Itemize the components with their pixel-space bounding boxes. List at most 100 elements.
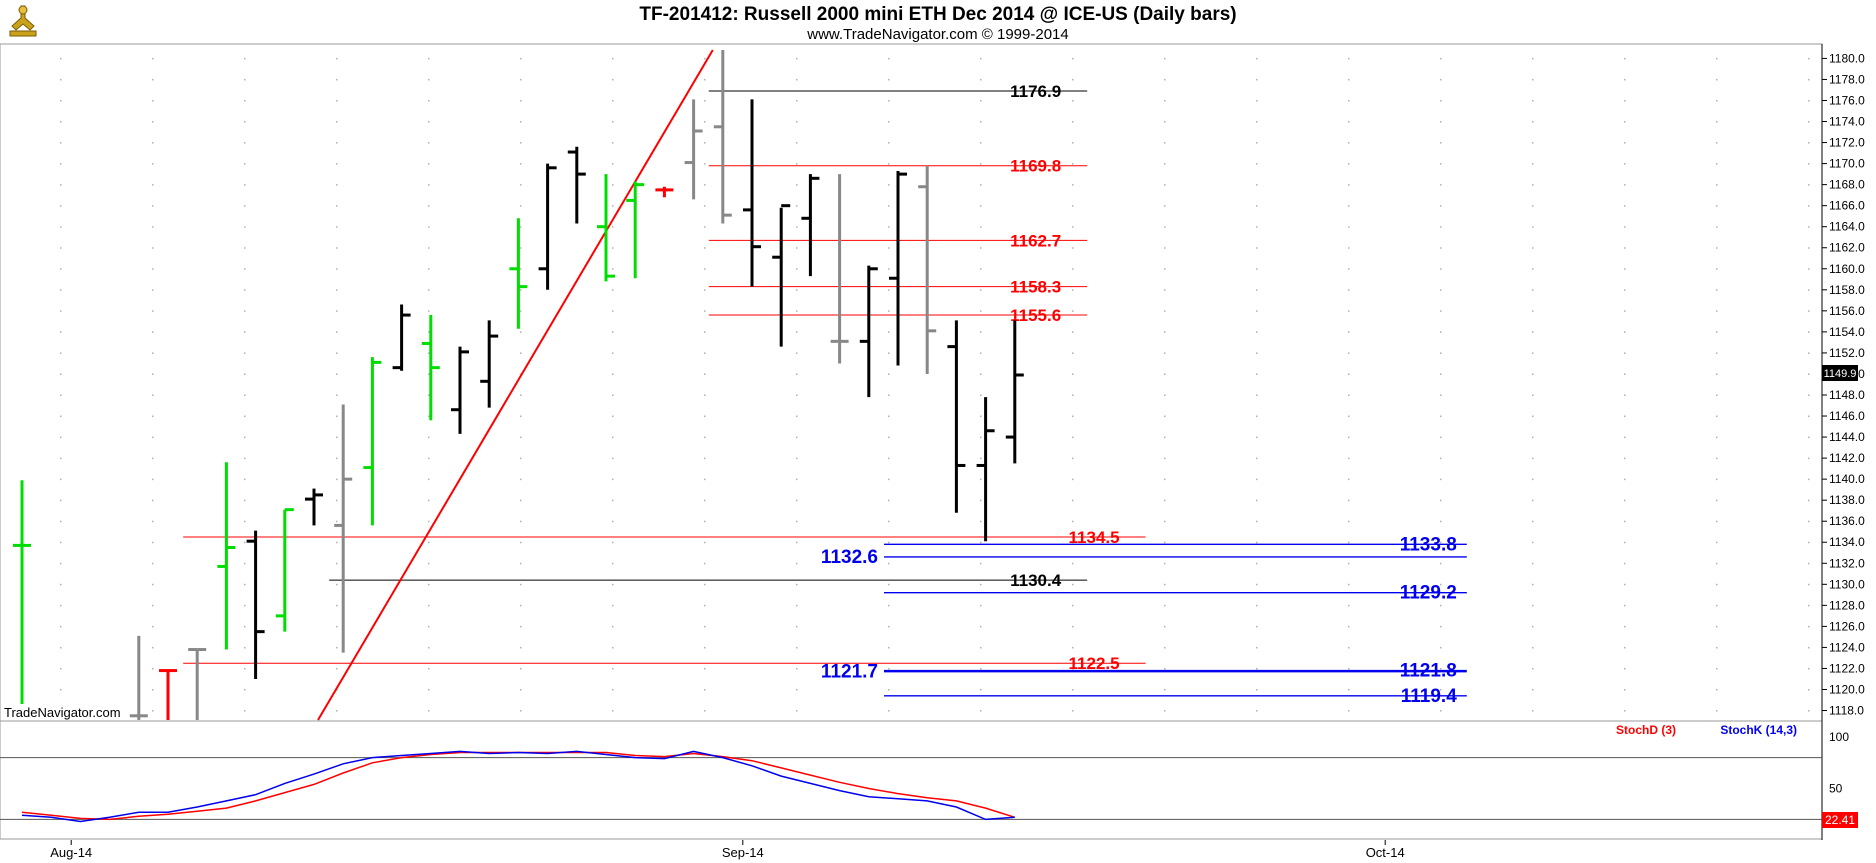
level-label: 1176.9 (1010, 82, 1061, 101)
price-tick-label: 1176.0 (1829, 93, 1865, 107)
grid-dot (1348, 99, 1350, 102)
grid-dot (1716, 205, 1718, 207)
grid-dot (612, 163, 614, 165)
grid-dot (1440, 541, 1442, 544)
grid-dot (1348, 373, 1350, 375)
grid-dot (796, 184, 798, 186)
grid-dot (336, 499, 338, 502)
grid-dot (1440, 646, 1442, 649)
grid-dot (1164, 688, 1166, 691)
level-label: 1158.3 (1010, 278, 1061, 297)
grid-dot (336, 646, 338, 649)
grid-dot (428, 78, 430, 81)
grid-dot (336, 394, 338, 396)
grid-dot (428, 499, 430, 502)
grid-dot (1072, 205, 1074, 207)
grid-dot (1808, 331, 1810, 333)
grid-dot (980, 57, 982, 60)
grid-dot (980, 562, 982, 565)
grid-dot (1072, 373, 1074, 375)
grid-dot (1532, 520, 1534, 523)
grid-dot (1716, 310, 1718, 312)
price-tick-label: 1170.0 (1829, 157, 1865, 171)
grid-dot (152, 436, 154, 439)
price-bars (13, 50, 1024, 720)
grid-dot (1624, 499, 1626, 502)
grid-dot (612, 394, 614, 396)
grid-dot (152, 121, 154, 123)
grid-dot (1164, 583, 1166, 586)
grid-dot (1624, 184, 1626, 186)
grid-dot (244, 499, 246, 502)
grid-dot (1532, 457, 1534, 460)
grid-dot (1808, 226, 1810, 228)
grid-dot (1624, 121, 1626, 123)
grid-dot (1532, 478, 1534, 481)
grid-dot (428, 184, 430, 186)
grid-dot (980, 205, 982, 207)
grid-dot (980, 457, 982, 460)
grid-dot (980, 625, 982, 628)
grid-dot (704, 478, 706, 481)
grid-dot (520, 163, 522, 165)
grid-dot (980, 394, 982, 396)
level-label: 1162.7 (1010, 231, 1061, 250)
grid-dot (1532, 99, 1534, 102)
date-axis: Aug-14 Sep-14 Oct-14 (50, 840, 1405, 860)
grid-dot (704, 184, 706, 186)
price-tick-label: 1126.0 (1829, 619, 1865, 633)
price-tick-label: 1174.0 (1829, 115, 1865, 129)
grid-dot (152, 78, 154, 81)
grid-dot (244, 247, 246, 249)
grid-dot (428, 331, 430, 333)
grid-dot (704, 247, 706, 249)
grid-dot (428, 583, 430, 586)
grid-dot (520, 310, 522, 312)
grid-dot (1624, 289, 1626, 291)
grid-dot (520, 436, 522, 439)
grid-dot (1440, 163, 1442, 165)
price-bar (976, 397, 995, 542)
grid-dot (704, 562, 706, 565)
grid-dot (1164, 373, 1166, 375)
grid-dot (520, 688, 522, 691)
grid-dot (1348, 562, 1350, 565)
grid-dot (796, 520, 798, 523)
grid-dot (1808, 247, 1810, 249)
price-bar (859, 265, 878, 398)
grid-dot (520, 499, 522, 502)
grid-dot (796, 646, 798, 649)
level-label: 1133.8 (1400, 534, 1457, 555)
grid-dot (60, 289, 62, 291)
grid-dot (796, 78, 798, 81)
grid-dot (704, 373, 706, 375)
level-label: 1122.5 (1069, 654, 1120, 673)
grid-dot (60, 142, 62, 144)
grid-dot (704, 499, 706, 502)
grid-dot (1440, 394, 1442, 396)
grid-dot (60, 310, 62, 312)
grid-dot (704, 394, 706, 396)
grid-dot (336, 478, 338, 481)
grid-dot (1716, 78, 1718, 81)
grid-dot (1164, 478, 1166, 481)
grid-dot (520, 57, 522, 60)
grid-dot (980, 226, 982, 228)
grid-dot (888, 604, 890, 607)
grid-dot (1256, 57, 1258, 60)
grid-dot (1716, 99, 1718, 102)
grid-dot (1440, 499, 1442, 502)
grid-dot (1348, 583, 1350, 586)
grid-dot (1348, 667, 1350, 670)
grid-dot (796, 226, 798, 228)
grid-dot (60, 667, 62, 670)
grid-dot (152, 583, 154, 586)
grid-dot (152, 373, 154, 375)
grid-dot (1164, 78, 1166, 81)
grid-dot (1532, 415, 1534, 418)
grid-dot (1256, 142, 1258, 144)
grid-dot (152, 415, 154, 418)
grid-dot (1164, 57, 1166, 60)
grid-dot (60, 583, 62, 586)
